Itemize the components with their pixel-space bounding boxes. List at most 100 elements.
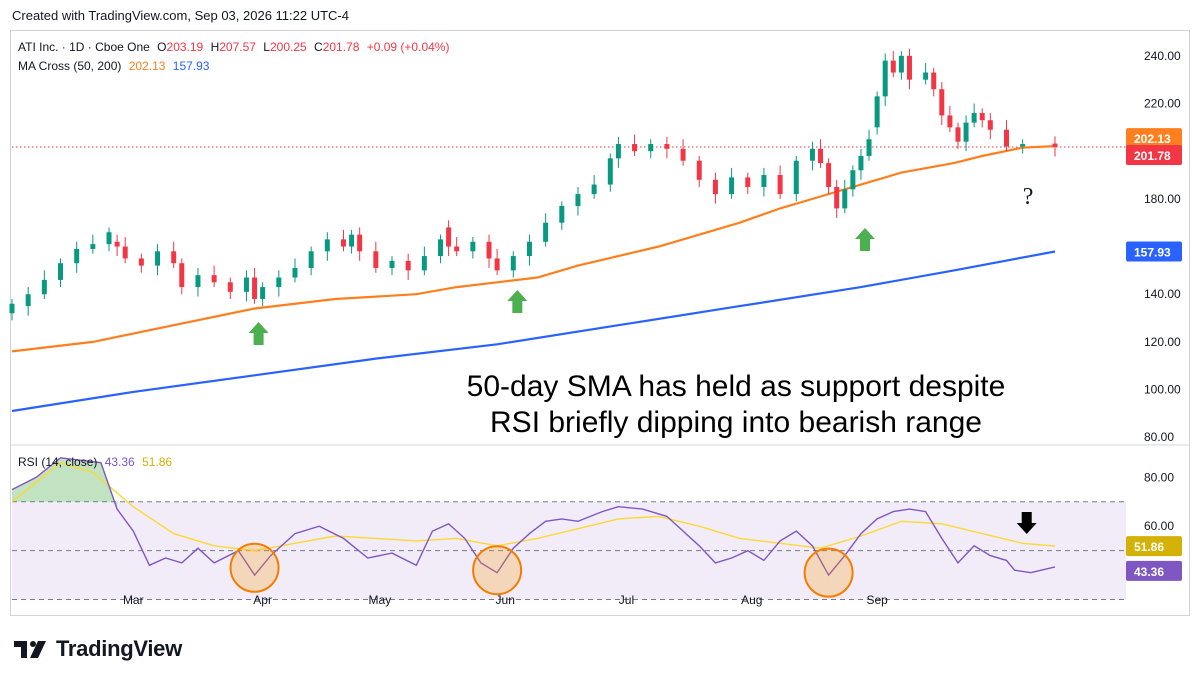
candle-body: [745, 177, 751, 187]
price-tick-label: 180.00: [1144, 192, 1181, 206]
candle-body: [712, 179, 718, 195]
rsi-tick-label: 80.00: [1144, 470, 1174, 484]
support-up-arrow-icon: [854, 228, 875, 251]
candle-body: [696, 160, 702, 180]
candle-body: [138, 258, 144, 266]
low-label: L: [263, 40, 270, 54]
candle-body: [324, 239, 330, 252]
x-tick-label: Sep: [866, 593, 888, 607]
ma50-line: [11, 145, 1056, 353]
ma200-line: [11, 250, 1056, 413]
candle-body: [252, 277, 258, 299]
candle-body: [195, 275, 201, 288]
x-tick-label: Apr: [253, 593, 272, 607]
candle-body: [114, 241, 120, 247]
rsi-ma-line: [11, 461, 1056, 552]
candle-body: [227, 282, 233, 292]
support-up-arrow-icon: [248, 322, 269, 345]
candle-body: [1020, 144, 1026, 147]
ma200-value: 157.93: [172, 59, 210, 73]
candle-body: [898, 55, 904, 73]
candle-body: [874, 96, 880, 128]
candle-body: [9, 303, 15, 314]
candle-body: [615, 144, 621, 159]
candle-body: [680, 148, 686, 161]
candle-body: [955, 127, 961, 142]
candle-body: [809, 148, 815, 161]
candle-body: [454, 246, 460, 252]
candle-body: [122, 246, 128, 259]
last-close-axis-tag-text: 201.78: [1134, 149, 1171, 163]
open-label: O: [157, 40, 167, 54]
price-tick-label: 220.00: [1144, 97, 1181, 111]
candle-body: [510, 256, 516, 271]
candle-body: [729, 177, 735, 195]
candle-body: [41, 279, 47, 295]
x-tick-label: Jul: [619, 593, 634, 607]
candle-body: [834, 186, 840, 209]
price-tick-label: 100.00: [1144, 383, 1181, 397]
candle-body: [486, 241, 492, 259]
tradingview-logo-icon: [14, 641, 46, 658]
price-tick-label: 120.00: [1144, 335, 1181, 349]
close-label: C: [314, 40, 323, 54]
symbol-label: ATI Inc. · 1D · Cboe One: [18, 40, 150, 54]
header-caption: Created with TradingView.com, Sep 03, 20…: [12, 8, 349, 23]
candle-body: [357, 234, 363, 252]
candle-body: [987, 120, 993, 130]
candle-body: [1003, 129, 1009, 147]
brand-name: TradingView: [56, 636, 182, 661]
annotation-layer: ? 50-day SMA has held as support despiteR…: [229, 184, 1037, 598]
candle-body: [308, 251, 314, 268]
candle-body: [179, 263, 185, 288]
candle-body: [890, 60, 896, 73]
candle-body: [559, 206, 565, 223]
candle-body: [260, 287, 266, 299]
high-value: 207.57: [219, 40, 256, 54]
candle-body: [761, 175, 767, 187]
support-up-arrow-icon: [507, 290, 528, 313]
candle-body: [648, 144, 654, 152]
candle-body: [826, 163, 832, 187]
candle-body: [421, 256, 427, 271]
candle-body: [607, 158, 613, 185]
low-value: 200.25: [269, 40, 307, 54]
candle-body: [155, 251, 161, 266]
rsi-dip-highlight-circle: [229, 542, 280, 593]
rsi-label: RSI (14, close): [18, 455, 98, 469]
x-tick-label: Jun: [496, 593, 515, 607]
candle-body: [438, 239, 444, 257]
candle-body: [923, 72, 929, 80]
candle-body: [526, 241, 532, 257]
candle-body: [292, 267, 298, 278]
rsi-value: 43.36: [104, 455, 135, 469]
candle-body: [74, 248, 80, 264]
price-tick-label: 240.00: [1144, 49, 1181, 63]
rsi-ma-axis-tag-bg: [1126, 536, 1182, 557]
high-label: H: [210, 40, 220, 54]
candle-body: [106, 232, 112, 245]
open-value: 203.19: [166, 40, 204, 54]
candle-body: [543, 222, 549, 242]
candle-body: [939, 89, 945, 116]
candle-body: [25, 294, 31, 307]
candle-body: [389, 260, 395, 268]
rsi-ma-value: 51.86: [142, 455, 173, 469]
candle-body: [947, 115, 953, 128]
rsi-axis-tag-bg: [1126, 560, 1182, 581]
chart-frame: [10, 30, 1190, 616]
candle-body: [58, 263, 64, 280]
ma-legend: MA Cross (50, 200) 202.13 157.93: [18, 59, 213, 73]
candle-body: [777, 175, 783, 195]
footer-logo: TradingView: [14, 636, 182, 662]
candle-body: [906, 55, 912, 80]
candle-body: [882, 60, 888, 97]
candle-body: [349, 234, 355, 247]
candle-body: [858, 155, 864, 171]
rsi-down-arrow-icon: [1016, 512, 1037, 534]
price-tick-label: 80.00: [1144, 430, 1174, 444]
ma50-axis-tag-bg: [1126, 128, 1182, 149]
ma50-value: 202.13: [128, 59, 166, 73]
rsi-tick-label: 60.00: [1144, 519, 1174, 533]
rsi-line: [11, 457, 1056, 577]
